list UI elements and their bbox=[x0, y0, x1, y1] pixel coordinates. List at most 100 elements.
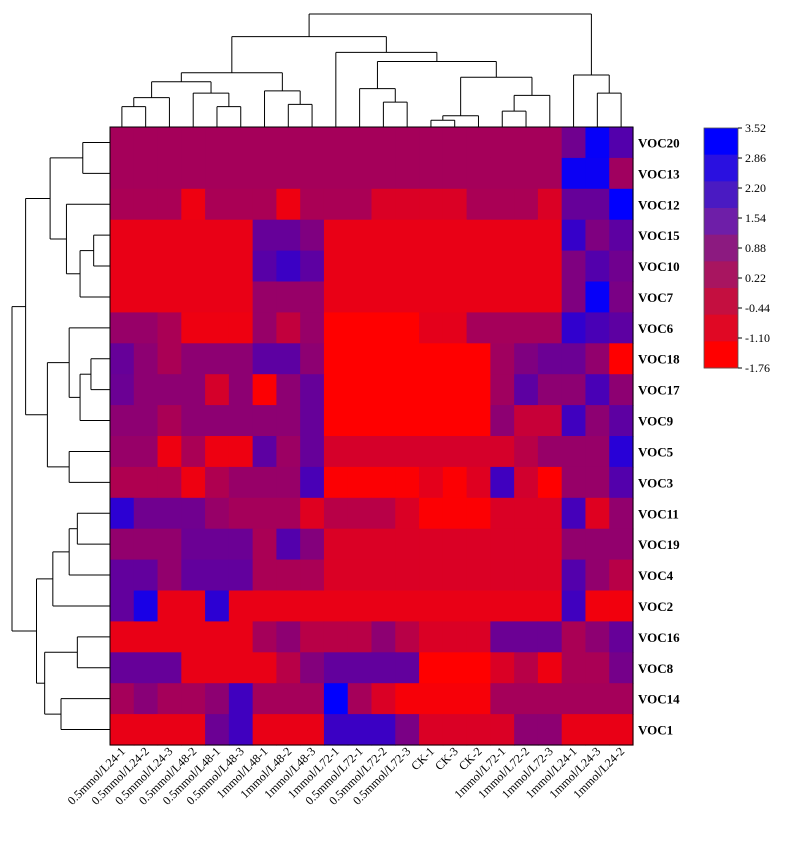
heatmap-cell-VOC14-4 bbox=[181, 683, 206, 715]
heatmap-cell-VOC16-11 bbox=[347, 621, 373, 653]
heatmap-cell-VOC19-17 bbox=[490, 528, 515, 561]
heatmap-cell-VOC8-17 bbox=[490, 652, 515, 684]
heatmap-cell-VOC8-13 bbox=[395, 652, 420, 684]
heatmap-cell-VOC1-10 bbox=[323, 714, 349, 746]
heatmap-cell-VOC4-22 bbox=[609, 559, 634, 592]
heatmap-cell-VOC15-17 bbox=[490, 219, 515, 252]
heatmap-cell-VOC3-9 bbox=[300, 466, 325, 499]
heatmap-cell-VOC10-10 bbox=[323, 250, 349, 283]
heatmap-frame bbox=[109, 126, 634, 746]
legend-tick-label: 0.22 bbox=[745, 271, 766, 285]
heatmap-cell-VOC20-19 bbox=[537, 127, 563, 159]
heatmap-cell-VOC14-10 bbox=[323, 683, 349, 715]
heatmap-cell-VOC13-16 bbox=[466, 157, 491, 190]
heatmap-cell-VOC17-12 bbox=[371, 374, 396, 406]
heatmap-cell-VOC12-11 bbox=[347, 188, 373, 221]
heatmap-cell-VOC20-1 bbox=[110, 127, 135, 159]
heatmap-cell-VOC19-19 bbox=[537, 528, 563, 561]
heatmap-cell-VOC19-16 bbox=[466, 528, 491, 561]
heatmap-cell-VOC8-19 bbox=[537, 652, 563, 684]
heatmap-cell-VOC5-20 bbox=[561, 436, 587, 468]
heatmap-cell-VOC17-2 bbox=[133, 374, 159, 406]
heatmap-cell-VOC17-8 bbox=[276, 374, 301, 406]
heatmap-cell-VOC7-10 bbox=[323, 281, 349, 313]
heatmap-cell-VOC7-16 bbox=[466, 281, 491, 313]
heatmap-cell-VOC15-18 bbox=[514, 219, 539, 252]
column-dendrogram bbox=[121, 13, 622, 127]
heatmap-cell-VOC18-11 bbox=[347, 343, 373, 375]
heatmap-cell-VOC11-10 bbox=[323, 497, 349, 530]
heatmap-cell-VOC7-6 bbox=[228, 281, 254, 313]
heatmap-cell-VOC9-6 bbox=[228, 405, 254, 437]
heatmap-cell-VOC3-8 bbox=[276, 466, 301, 499]
heatmap-cell-VOC17-22 bbox=[609, 374, 634, 406]
heatmap-cell-VOC15-21 bbox=[585, 219, 610, 252]
heatmap-cell-VOC6-9 bbox=[300, 312, 325, 344]
legend-tick-label: -0.44 bbox=[745, 301, 770, 315]
heatmap-cell-VOC6-18 bbox=[514, 312, 539, 344]
heatmap-cell-VOC9-16 bbox=[466, 405, 491, 437]
heatmap-cell-VOC20-18 bbox=[514, 127, 539, 159]
heatmap-cell-VOC1-3 bbox=[157, 714, 182, 746]
heatmap-cell-VOC11-14 bbox=[419, 497, 444, 530]
heatmap-cell-VOC16-19 bbox=[537, 621, 563, 653]
heatmap-cell-VOC18-13 bbox=[395, 343, 420, 375]
heatmap-cell-VOC18-18 bbox=[514, 343, 539, 375]
heatmap-cell-VOC14-7 bbox=[252, 683, 278, 715]
heatmap-cell-VOC18-5 bbox=[205, 343, 230, 375]
heatmap-cell-VOC7-20 bbox=[561, 281, 587, 313]
heatmap-cell-VOC8-10 bbox=[323, 652, 349, 684]
heatmap-cell-VOC8-5 bbox=[205, 652, 230, 684]
heatmap-cell-VOC11-2 bbox=[133, 497, 159, 530]
heatmap-cell-VOC14-1 bbox=[110, 683, 135, 715]
row-label: VOC13 bbox=[638, 166, 680, 181]
heatmap-cell-VOC13-2 bbox=[133, 157, 159, 190]
heatmap-cell-VOC4-20 bbox=[561, 559, 587, 592]
heatmap-cell-VOC14-21 bbox=[585, 683, 610, 715]
heatmap-cell-VOC1-18 bbox=[514, 714, 539, 746]
heatmap-cell-VOC6-12 bbox=[371, 312, 396, 344]
heatmap-cell-VOC15-1 bbox=[110, 219, 135, 252]
heatmap-cell-VOC5-11 bbox=[347, 436, 373, 468]
heatmap-cell-VOC16-8 bbox=[276, 621, 301, 653]
heatmap-cell-VOC9-21 bbox=[585, 405, 610, 437]
heatmap-cell-VOC8-14 bbox=[419, 652, 444, 684]
heatmap-cell-VOC1-7 bbox=[252, 714, 278, 746]
heatmap-cell-VOC15-19 bbox=[537, 219, 563, 252]
heatmap-cell-VOC13-13 bbox=[395, 157, 420, 190]
heatmap-cell-VOC6-14 bbox=[419, 312, 444, 344]
heatmap-cell-VOC8-11 bbox=[347, 652, 373, 684]
heatmap-cell-VOC12-5 bbox=[205, 188, 230, 221]
heatmap-cell-VOC10-2 bbox=[133, 250, 159, 283]
heatmap-cell-VOC14-20 bbox=[561, 683, 587, 715]
heatmap-cell-VOC18-3 bbox=[157, 343, 182, 375]
heatmap-cell-VOC2-17 bbox=[490, 590, 515, 622]
heatmap-cell-VOC15-5 bbox=[205, 219, 230, 252]
heatmap-cell-VOC13-3 bbox=[157, 157, 182, 190]
heatmap-cell-VOC3-20 bbox=[561, 466, 587, 499]
heatmap-cell-VOC10-17 bbox=[490, 250, 515, 283]
heatmap-cell-VOC1-2 bbox=[133, 714, 159, 746]
heatmap-cell-VOC3-19 bbox=[537, 466, 563, 499]
heatmap-cell-VOC12-14 bbox=[419, 188, 444, 221]
heatmap-cell-VOC13-17 bbox=[490, 157, 515, 190]
heatmap-cell-VOC8-7 bbox=[252, 652, 278, 684]
heatmap-cell-VOC16-4 bbox=[181, 621, 206, 653]
heatmap-cell-VOC10-4 bbox=[181, 250, 206, 283]
heatmap-cell-VOC7-18 bbox=[514, 281, 539, 313]
heatmap-cell-VOC13-21 bbox=[585, 157, 610, 190]
heatmap-cell-VOC5-8 bbox=[276, 436, 301, 468]
heatmap-cell-VOC7-5 bbox=[205, 281, 230, 313]
heatmap-cell-VOC16-6 bbox=[228, 621, 254, 653]
heatmap-cell-VOC9-8 bbox=[276, 405, 301, 437]
heatmap-cell-VOC8-22 bbox=[609, 652, 634, 684]
heatmap-cell-VOC11-8 bbox=[276, 497, 301, 530]
heatmap-cell-VOC14-14 bbox=[419, 683, 444, 715]
heatmap-cell-VOC3-2 bbox=[133, 466, 159, 499]
heatmap-cell-VOC15-12 bbox=[371, 219, 396, 252]
heatmap-cell-VOC13-18 bbox=[514, 157, 539, 190]
heatmap-cell-VOC2-3 bbox=[157, 590, 182, 622]
heatmap-cell-VOC8-21 bbox=[585, 652, 610, 684]
heatmap-cell-VOC13-11 bbox=[347, 157, 373, 190]
heatmap-cell-VOC5-1 bbox=[110, 436, 135, 468]
